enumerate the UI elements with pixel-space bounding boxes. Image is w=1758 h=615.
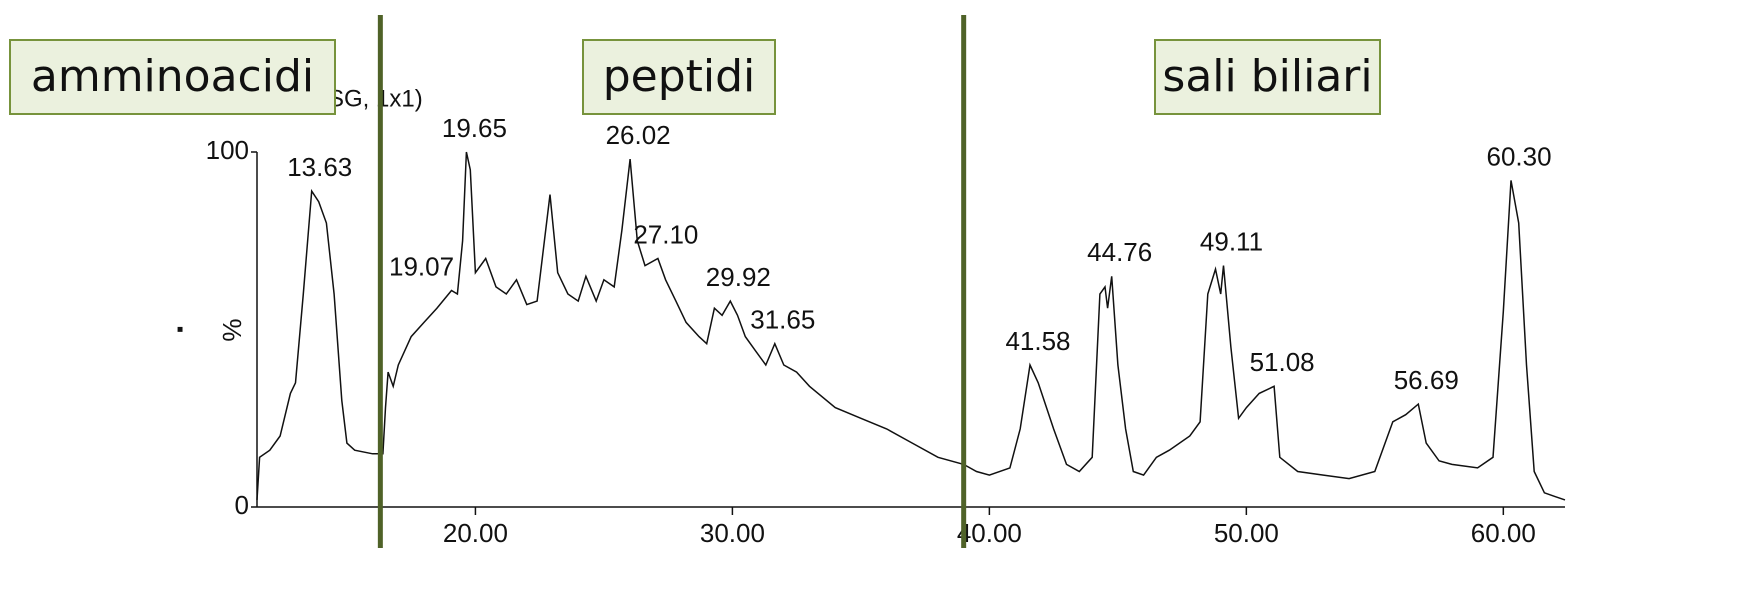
region-label: peptidi: [603, 51, 756, 102]
peak-label: 49.11: [1200, 226, 1263, 256]
y-tick-label: 0: [235, 490, 249, 520]
subtitle: (SG, 1x1): [320, 85, 423, 112]
x-tick-label: 30.00: [700, 518, 765, 548]
trace: [256, 151, 1566, 501]
peak-label: 51.08: [1250, 347, 1315, 377]
peak-label: 60.30: [1486, 141, 1551, 171]
x-tick-label: 20.00: [443, 518, 508, 548]
x-tick-label: 60.00: [1471, 518, 1536, 548]
region-label: amminoacidi: [31, 51, 314, 102]
peak-label: 19.07: [389, 251, 454, 281]
peak-label: 56.69: [1394, 365, 1459, 395]
peak-label: 19.65: [442, 113, 507, 143]
x-tick-label: 50.00: [1214, 518, 1279, 548]
peak-label: 29.92: [706, 262, 771, 292]
region-box: [1154, 39, 1381, 115]
region-box: [9, 39, 336, 115]
peak-label: 26.02: [606, 120, 671, 150]
peak-label: 44.76: [1087, 237, 1152, 267]
y-tick-label: 100: [206, 135, 249, 165]
peak-label: 13.63: [287, 152, 352, 182]
peak-label: 31.65: [750, 305, 815, 335]
region-box: [582, 39, 776, 115]
x-tick-label: 40.00: [957, 518, 1022, 548]
y-axis-label: %: [217, 318, 247, 341]
region-label: sali biliari: [1162, 51, 1372, 102]
marker: ▪: [176, 318, 183, 340]
peak-label: 27.10: [633, 219, 698, 249]
peak-label: 41.58: [1005, 326, 1070, 356]
